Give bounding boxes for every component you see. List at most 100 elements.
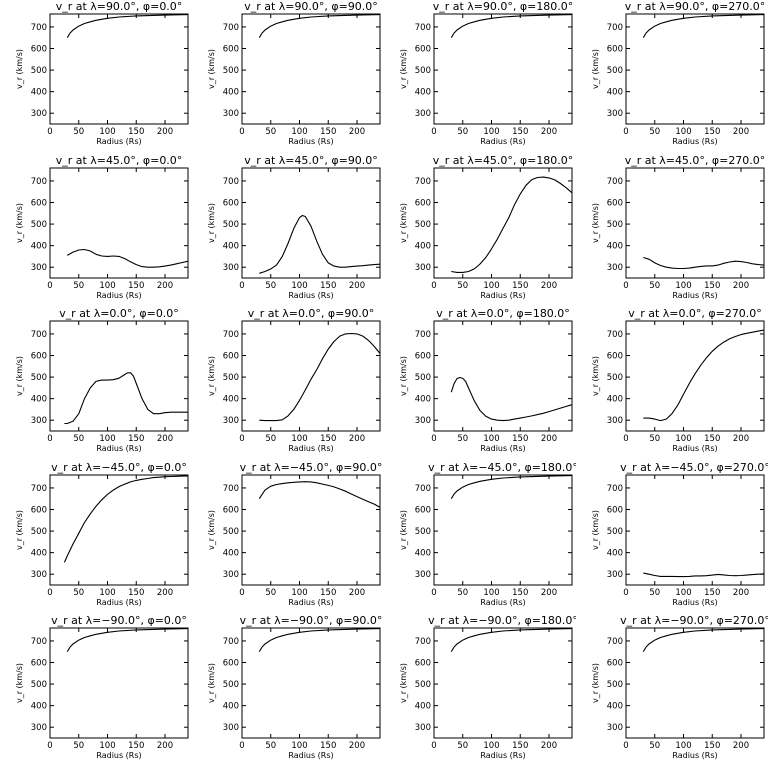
y-tick-label: 400 — [31, 702, 47, 712]
x-tick-label: 50 — [265, 127, 276, 137]
chart-panel: v_r at λ=45.0°, φ=0.0° 0 50 100 150 200 300 400… — [15, 154, 189, 300]
y-tick-label: 300 — [415, 263, 431, 273]
x-axis-label: Radius (Rs) — [480, 291, 525, 300]
y-tick-label: 400 — [223, 241, 239, 251]
y-tick-label: 700 — [415, 484, 431, 494]
chart-title: v_r at λ=45.0°, φ=270.0° — [625, 154, 766, 167]
y-axis-label: v_r (km/s) — [207, 203, 216, 243]
y-tick-label: 700 — [223, 177, 239, 187]
y-tick-label: 700 — [607, 177, 623, 187]
series-line — [64, 372, 188, 425]
x-tick-label: 0 — [47, 588, 52, 598]
y-tick-label: 500 — [415, 66, 431, 76]
y-tick-label: 400 — [223, 88, 239, 98]
y-axis-label: v_r (km/s) — [207, 663, 216, 703]
y-tick-label: 700 — [415, 177, 431, 187]
x-tick-label: 50 — [457, 281, 468, 291]
y-tick-label: 500 — [607, 527, 623, 537]
x-tick-label: 150 — [512, 434, 528, 444]
chart-title: v_r at λ=−45.0°, φ=0.0° — [51, 461, 187, 474]
series-line — [643, 572, 765, 577]
x-axis-label: Radius (Rs) — [96, 137, 141, 146]
x-tick-label: 200 — [157, 434, 173, 444]
x-tick-label: 200 — [349, 434, 365, 444]
y-tick-label: 400 — [31, 548, 47, 558]
chart-panel: v_r at λ=90.0°, φ=270.0° 0 50 100 150 200 300 4… — [591, 0, 765, 146]
x-tick-label: 0 — [47, 127, 52, 137]
x-tick-label: 150 — [512, 127, 528, 137]
plot-frame — [433, 13, 573, 125]
y-tick-label: 700 — [31, 177, 47, 187]
chart-panel: v_r at λ=−90.0°, φ=90.0° 0 50 100 150 200 300 4… — [207, 614, 382, 760]
plot-frame — [241, 474, 381, 586]
x-tick-label: 100 — [675, 281, 691, 291]
plot-frame — [241, 167, 381, 279]
y-tick-label: 300 — [607, 263, 623, 273]
chart-title: v_r at λ=90.0°, φ=0.0° — [56, 0, 183, 13]
x-tick-label: 200 — [733, 281, 749, 291]
chart-panel: v_r at λ=−45.0°, φ=0.0° 0 50 100 150 200 300 40… — [15, 461, 189, 607]
y-tick-label: 700 — [607, 637, 623, 647]
x-tick-label: 50 — [457, 434, 468, 444]
x-tick-label: 100 — [99, 281, 115, 291]
y-tick-label: 700 — [223, 637, 239, 647]
x-axis-label: Radius (Rs) — [96, 751, 141, 760]
y-tick-label: 600 — [607, 45, 623, 55]
x-axis-label: Radius (Rs) — [480, 444, 525, 453]
y-tick-label: 300 — [223, 109, 239, 119]
chart-title: v_r at λ=−45.0°, φ=180.0° — [428, 461, 576, 474]
y-tick-label: 400 — [415, 395, 431, 405]
y-axis-label: v_r (km/s) — [399, 356, 408, 396]
x-tick-label: 50 — [649, 281, 660, 291]
chart-panel: v_r at λ=90.0°, φ=90.0° 0 50 100 150 200 300 40… — [207, 0, 381, 146]
y-tick-label: 500 — [415, 527, 431, 537]
x-tick-label: 150 — [512, 741, 528, 751]
x-axis-label: Radius (Rs) — [480, 751, 525, 760]
y-tick-label: 600 — [223, 352, 239, 362]
y-tick-label: 300 — [31, 570, 47, 580]
y-tick-label: 400 — [223, 395, 239, 405]
y-tick-label: 400 — [415, 548, 431, 558]
y-tick-label: 600 — [223, 45, 239, 55]
y-axis-label: v_r (km/s) — [15, 663, 24, 703]
y-tick-label: 400 — [31, 241, 47, 251]
x-tick-label: 0 — [623, 281, 628, 291]
y-axis-label: v_r (km/s) — [591, 663, 600, 703]
x-tick-label: 200 — [541, 588, 557, 598]
y-tick-label: 600 — [415, 352, 431, 362]
chart-panel: v_r at λ=0.0°, φ=180.0° 0 50 100 150 200 300 40… — [399, 307, 573, 453]
x-tick-label: 0 — [239, 741, 244, 751]
y-tick-label: 700 — [31, 330, 47, 340]
y-tick-label: 500 — [223, 66, 239, 76]
x-tick-label: 150 — [704, 127, 720, 137]
x-tick-label: 100 — [99, 434, 115, 444]
chart-panel: v_r at λ=90.0°, φ=180.0° 0 50 100 150 200 300 4… — [399, 0, 573, 146]
y-tick-label: 300 — [31, 263, 47, 273]
x-tick-label: 50 — [73, 434, 84, 444]
x-axis-label: Radius (Rs) — [288, 291, 333, 300]
x-tick-label: 0 — [431, 588, 436, 598]
chart-title: v_r at λ=−45.0°, φ=270.0° — [620, 461, 768, 474]
x-tick-label: 100 — [483, 434, 499, 444]
x-tick-label: 100 — [675, 127, 691, 137]
y-tick-label: 500 — [31, 220, 47, 230]
x-tick-label: 0 — [239, 127, 244, 137]
x-tick-label: 0 — [623, 434, 628, 444]
y-tick-label: 500 — [223, 220, 239, 230]
y-axis-label: v_r (km/s) — [591, 510, 600, 550]
x-tick-label: 200 — [541, 281, 557, 291]
chart-title: v_r at λ=−90.0°, φ=0.0° — [51, 614, 187, 627]
x-axis-label: Radius (Rs) — [672, 137, 717, 146]
y-tick-label: 600 — [607, 198, 623, 208]
x-tick-label: 200 — [349, 281, 365, 291]
x-tick-label: 150 — [320, 434, 336, 444]
x-tick-label: 50 — [457, 127, 468, 137]
x-tick-label: 200 — [733, 434, 749, 444]
series-line — [451, 176, 573, 273]
y-tick-label: 600 — [415, 505, 431, 515]
y-tick-label: 400 — [415, 241, 431, 251]
x-axis-label: Radius (Rs) — [96, 444, 141, 453]
x-tick-label: 200 — [349, 741, 365, 751]
series-line — [67, 248, 189, 268]
